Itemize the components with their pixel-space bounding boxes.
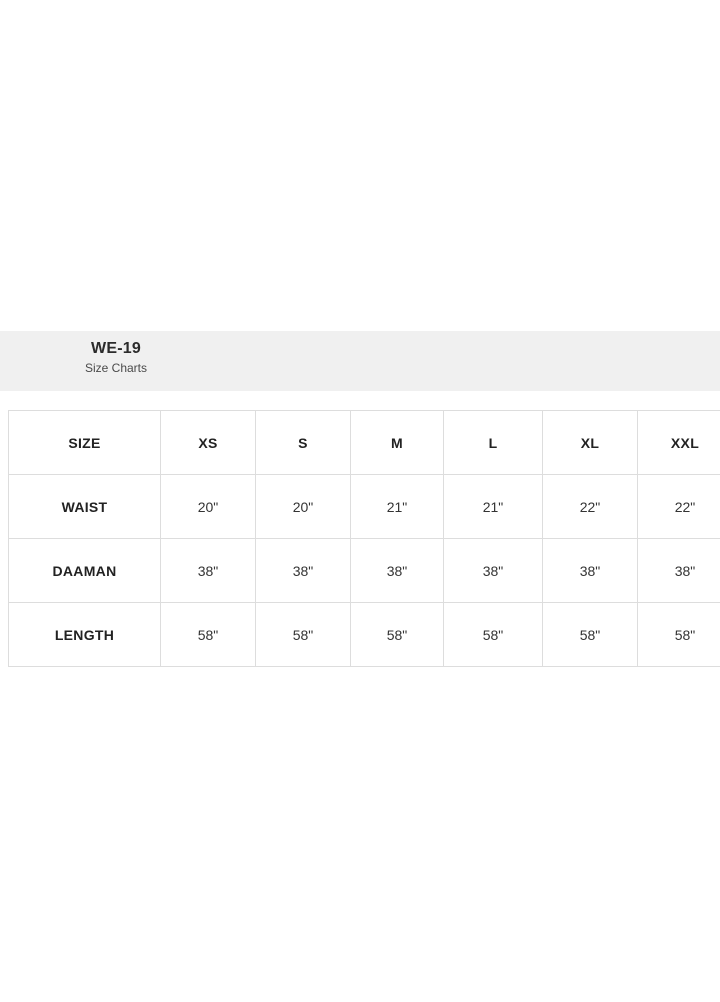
cell-length-m: 58" (350, 602, 444, 667)
column-header-xs: XS (160, 410, 256, 475)
product-code-title: WE-19 (91, 340, 141, 357)
cell-length-l: 58" (443, 602, 543, 667)
size-chart-head: SIZE XS S M L XL XXL (8, 410, 720, 475)
column-header-l: L (443, 410, 543, 475)
row-label-waist: WAIST (8, 474, 161, 539)
size-chart-header-band: WE-19 Size Charts (0, 331, 720, 391)
size-chart-table-container: SIZE XS S M L XL XXL WAIST 20" 20" 21" 21" 22" 22" DA… (8, 410, 720, 667)
cell-daaman-xl: 38" (542, 538, 638, 603)
column-header-m: M (350, 410, 444, 475)
cell-length-s: 58" (255, 602, 351, 667)
table-row-waist: WAIST 20" 20" 21" 21" 22" 22" (8, 474, 720, 539)
size-chart-title-block: WE-19 Size Charts (0, 338, 232, 377)
row-label-daaman: DAAMAN (8, 538, 161, 603)
cell-waist-m: 21" (350, 474, 444, 539)
cell-daaman-s: 38" (255, 538, 351, 603)
cell-waist-s: 20" (255, 474, 351, 539)
column-header-size: SIZE (8, 410, 161, 475)
size-charts-subtitle: Size Charts (84, 361, 148, 375)
cell-daaman-xxl: 38" (637, 538, 720, 603)
column-header-xl: XL (542, 410, 638, 475)
cell-length-xs: 58" (160, 602, 256, 667)
cell-length-xl: 58" (542, 602, 638, 667)
row-label-length: LENGTH (8, 602, 161, 667)
cell-waist-xl: 22" (542, 474, 638, 539)
size-chart-body: WAIST 20" 20" 21" 21" 22" 22" DAAMAN 38" 38" 38" 38… (8, 474, 720, 667)
cell-waist-xs: 20" (160, 474, 256, 539)
size-chart-header-row: SIZE XS S M L XL XXL (8, 410, 720, 475)
cell-daaman-m: 38" (350, 538, 444, 603)
table-row-length: LENGTH 58" 58" 58" 58" 58" 58" (8, 602, 720, 667)
cell-waist-l: 21" (443, 474, 543, 539)
cell-daaman-xs: 38" (160, 538, 256, 603)
size-chart-table: SIZE XS S M L XL XXL WAIST 20" 20" 21" 21" 22" 22" DA… (8, 410, 720, 667)
column-header-s: S (255, 410, 351, 475)
cell-length-xxl: 58" (637, 602, 720, 667)
cell-daaman-l: 38" (443, 538, 543, 603)
cell-waist-xxl: 22" (637, 474, 720, 539)
column-header-xxl: XXL (637, 410, 720, 475)
table-row-daaman: DAAMAN 38" 38" 38" 38" 38" 38" (8, 538, 720, 603)
